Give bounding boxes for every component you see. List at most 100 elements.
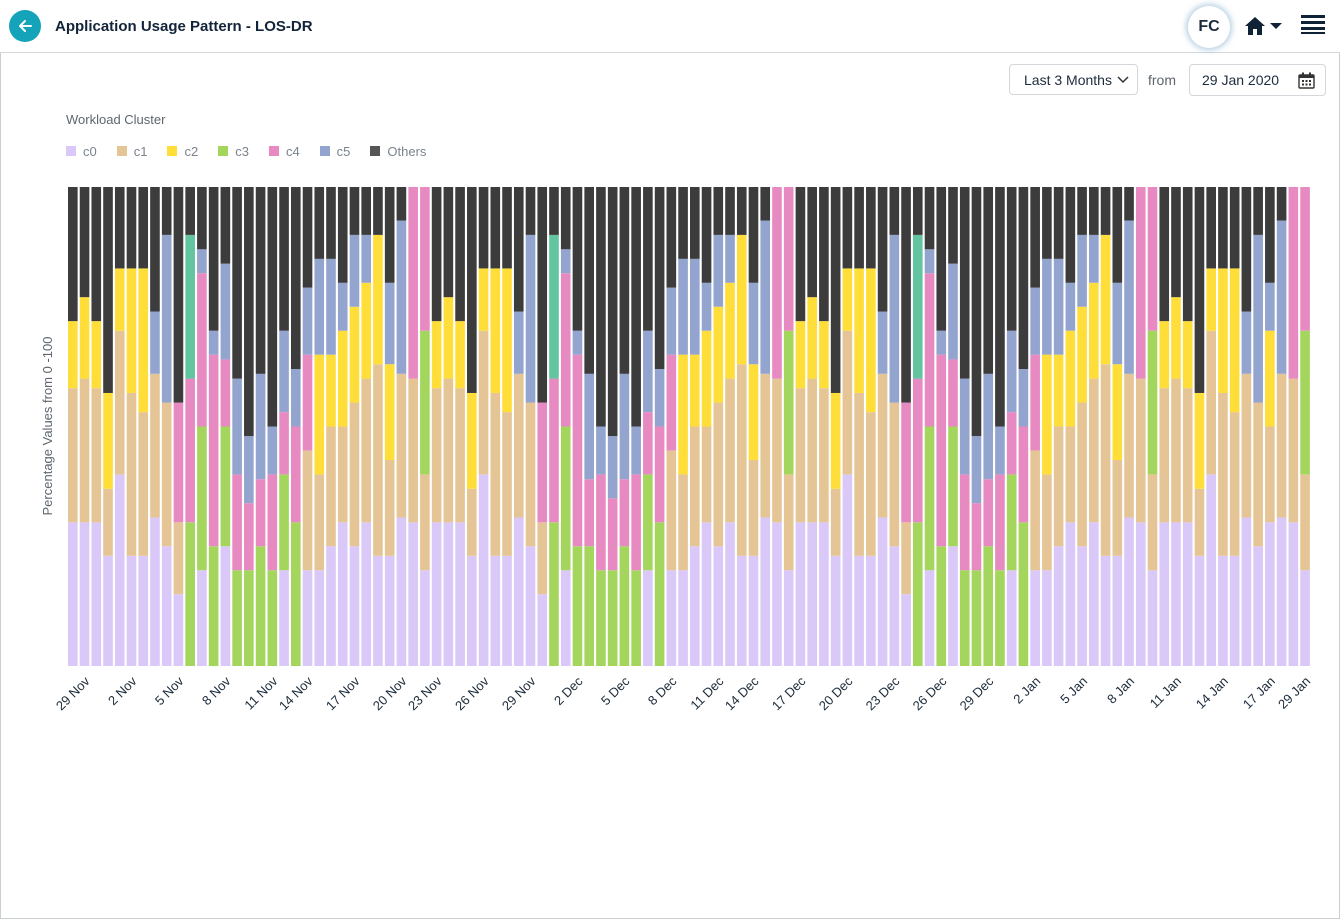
bar-segment-c4[interactable] [197, 273, 207, 427]
bar-segment-c0[interactable] [467, 555, 477, 666]
bar-segment-c3[interactable] [279, 474, 289, 571]
bar-segment-c3[interactable] [654, 522, 665, 666]
bar-segment-others[interactable] [150, 187, 160, 312]
bar-segment-c1[interactable] [431, 388, 442, 523]
bar-62[interactable] [795, 187, 806, 666]
bar-segment-others[interactable] [384, 187, 395, 283]
bar-segment-c2[interactable] [1077, 306, 1087, 403]
bar-segment-c3[interactable] [619, 546, 630, 666]
bar-49[interactable] [643, 187, 653, 666]
bar-61[interactable] [783, 187, 794, 666]
back-button[interactable] [9, 10, 41, 42]
bar-segment-c0[interactable] [126, 555, 137, 666]
bar-segment-c1[interactable] [513, 373, 524, 518]
bar-segment-others[interactable] [68, 187, 78, 322]
bar-segment-c2[interactable] [1089, 282, 1099, 379]
bar-segment-c0[interactable] [560, 570, 571, 666]
bar-segment-c0[interactable] [819, 522, 829, 666]
bar-segment-c3[interactable] [185, 522, 195, 666]
bar-segment-others[interactable] [866, 187, 876, 269]
bar-13[interactable] [220, 187, 231, 666]
bar-segment-c1[interactable] [1171, 378, 1181, 523]
bar-segment-c1[interactable] [1147, 474, 1158, 571]
bar-67[interactable] [854, 187, 864, 666]
bar-segment-others[interactable] [1218, 187, 1228, 269]
bar-segment-c0[interactable] [197, 570, 207, 666]
bar-segment-others[interactable] [279, 187, 289, 331]
bar-segment-others[interactable] [1182, 187, 1193, 322]
bar-segment-c5[interactable] [150, 311, 160, 374]
bar-segment-c1[interactable] [114, 330, 125, 475]
bar-segment-others[interactable] [302, 187, 313, 288]
bar-15[interactable] [244, 187, 254, 666]
bar-segment-c5[interactable] [220, 263, 231, 360]
bar-segment-c2[interactable] [842, 268, 853, 331]
bar-segment-c4[interactable] [1300, 187, 1310, 331]
bar-41[interactable] [549, 187, 559, 666]
bar-segment-c4[interactable] [290, 426, 301, 523]
bar-segment-c0[interactable] [68, 522, 78, 666]
bar-segment-c3[interactable] [912, 522, 923, 666]
bar-segment-others[interactable] [877, 187, 888, 312]
bar-segment-others[interactable] [748, 187, 759, 283]
bar-segment-c1[interactable] [1135, 378, 1146, 523]
bar-segment-c2[interactable] [1171, 297, 1181, 379]
bar-segment-c0[interactable] [842, 474, 853, 666]
bar-segment-c1[interactable] [396, 373, 407, 518]
bar-50[interactable] [654, 187, 665, 666]
bar-segment-c5[interactable] [971, 436, 982, 504]
bar-segment-c1[interactable] [1265, 426, 1275, 523]
bar-segment-c0[interactable] [748, 555, 759, 666]
bar-segment-c0[interactable] [678, 570, 688, 666]
bar-segment-c0[interactable] [408, 522, 418, 666]
bar-segment-c2[interactable] [1206, 268, 1216, 331]
bar-segment-c1[interactable] [537, 522, 548, 595]
bar-25[interactable] [361, 187, 372, 666]
bar-4[interactable] [114, 187, 125, 666]
bar-segment-c3[interactable] [560, 426, 571, 571]
bar-segment-teal[interactable] [549, 234, 559, 379]
bar-segment-others[interactable] [267, 187, 278, 427]
bar-segment-c4[interactable] [936, 354, 947, 547]
bar-segment-c0[interactable] [701, 522, 712, 666]
bar-segment-c4[interactable] [420, 187, 430, 331]
bar-segment-c0[interactable] [79, 522, 90, 666]
bar-segment-others[interactable] [1241, 187, 1252, 312]
bar-59[interactable] [760, 187, 771, 666]
bar-segment-others[interactable] [795, 187, 806, 322]
bar-segment-c0[interactable] [220, 546, 231, 666]
bar-segment-c5[interactable] [924, 249, 935, 274]
bar-5[interactable] [126, 187, 137, 666]
bar-85[interactable] [1065, 187, 1076, 666]
bar-segment-c2[interactable] [467, 392, 477, 489]
bar-segment-c1[interactable] [91, 388, 102, 523]
bar-segment-c2[interactable] [678, 354, 688, 475]
bar-segment-c3[interactable] [232, 570, 242, 666]
bar-segment-c4[interactable] [173, 402, 184, 523]
bar-segment-c3[interactable] [420, 330, 430, 475]
bar-48[interactable] [631, 187, 641, 666]
bar-segment-c2[interactable] [91, 321, 102, 389]
bar-segment-c5[interactable] [267, 426, 278, 475]
bar-segment-others[interactable] [713, 187, 724, 235]
bar-97[interactable] [1206, 187, 1216, 666]
bar-segment-others[interactable] [607, 187, 618, 437]
bar-92[interactable] [1147, 187, 1158, 666]
bar-segment-c5[interactable] [290, 369, 301, 427]
bar-segment-c5[interactable] [349, 234, 360, 307]
bar-segment-others[interactable] [924, 187, 935, 250]
bar-segment-c5[interactable] [1042, 258, 1052, 355]
bar-segment-others[interactable] [1276, 187, 1287, 221]
bar-segment-others[interactable] [643, 187, 653, 331]
bar-segment-c1[interactable] [443, 378, 454, 523]
bar-35[interactable] [478, 187, 489, 666]
bar-segment-c1[interactable] [408, 378, 418, 523]
bar-segment-c5[interactable] [1089, 234, 1099, 283]
bar-segment-c0[interactable] [431, 522, 442, 666]
bar-22[interactable] [326, 187, 336, 666]
bar-segment-others[interactable] [161, 187, 172, 235]
bar-segment-others[interactable] [901, 187, 911, 403]
bar-segment-c2[interactable] [431, 321, 442, 389]
bar-32[interactable] [443, 187, 454, 666]
bar-78[interactable] [983, 187, 994, 666]
